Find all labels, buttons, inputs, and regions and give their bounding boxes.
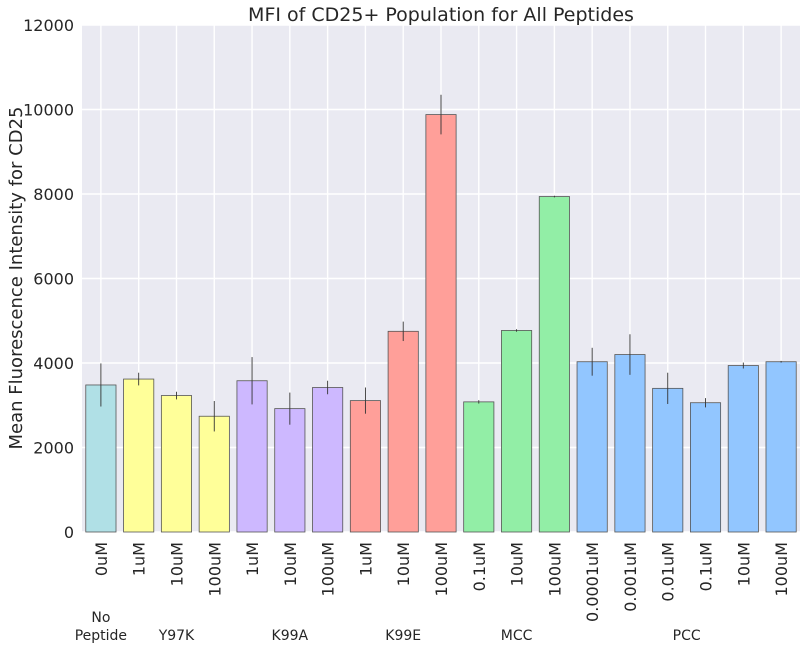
group-label: Peptide (75, 628, 127, 644)
x-tick-label: 1uM (130, 542, 149, 576)
bar (312, 387, 344, 533)
bar (690, 402, 722, 533)
bar (160, 395, 192, 533)
group-label: PCC (673, 628, 701, 644)
bar (501, 330, 533, 533)
bar (274, 408, 306, 533)
y-tick-label: 12000 (23, 16, 74, 35)
y-tick-label: 2000 (33, 439, 74, 458)
x-tick-label: 0.1uM (470, 542, 489, 591)
chart-title: MFI of CD25+ Population for All Peptides (248, 4, 634, 26)
bar (463, 401, 495, 533)
x-tick-label: 100uM (432, 542, 451, 596)
group-label: Y97K (158, 628, 195, 644)
group-label: MCC (501, 628, 533, 644)
bar (425, 114, 457, 533)
x-tick-label: 10uM (734, 542, 753, 586)
y-axis-label: Mean Fluorescence Intensity for CD25 (6, 107, 27, 450)
bar (85, 384, 117, 533)
group-label: No (91, 610, 110, 626)
group-label: K99E (385, 628, 421, 644)
group-label: K99A (272, 628, 309, 644)
y-tick-label: 10000 (23, 101, 74, 120)
bar (198, 415, 230, 533)
x-tick-label: 100uM (205, 542, 224, 596)
bar (614, 354, 646, 533)
bar (236, 380, 268, 533)
bars (85, 94, 797, 533)
bar (765, 361, 797, 533)
x-tick-label: 0.001uM (621, 542, 640, 612)
x-tick-label: 0.1uM (697, 542, 716, 591)
y-tick-labels: 0 2000 4000 6000 8000 10000 12000 (23, 16, 74, 542)
x-tick-label: 10uM (281, 542, 300, 586)
x-tick-label: 0.0001uM (583, 542, 602, 622)
y-tick-label: 4000 (33, 354, 74, 373)
x-tick-label: 100uM (319, 542, 338, 596)
x-tick-label: 100uM (772, 542, 791, 596)
bar (727, 365, 759, 533)
bar (387, 330, 419, 533)
bar (576, 361, 608, 533)
bar (538, 196, 570, 533)
group-labels: No Peptide Y97K K99A K99E MCC PCC (75, 610, 701, 644)
y-tick-label: 6000 (33, 270, 74, 289)
x-tick-label: 10uM (394, 542, 413, 586)
bar (123, 378, 155, 533)
x-tick-label: 1uM (356, 542, 375, 576)
x-tick-label: 0uM (92, 542, 111, 576)
bar (349, 400, 381, 533)
x-tick-label: 10uM (167, 542, 186, 586)
y-tick-label: 8000 (33, 185, 74, 204)
x-tick-label: 10uM (508, 542, 527, 586)
bar (652, 387, 684, 533)
x-tick-label: 0.01uM (659, 542, 678, 602)
y-tick-label: 0 (64, 523, 74, 542)
x-tick-label: 1uM (243, 542, 262, 576)
x-tick-labels: 0uM 1uM 10uM 100uM 1uM 10uM 100uM 1uM 10uM 100uM 0… (92, 542, 791, 622)
x-tick-label: 100uM (545, 542, 564, 596)
